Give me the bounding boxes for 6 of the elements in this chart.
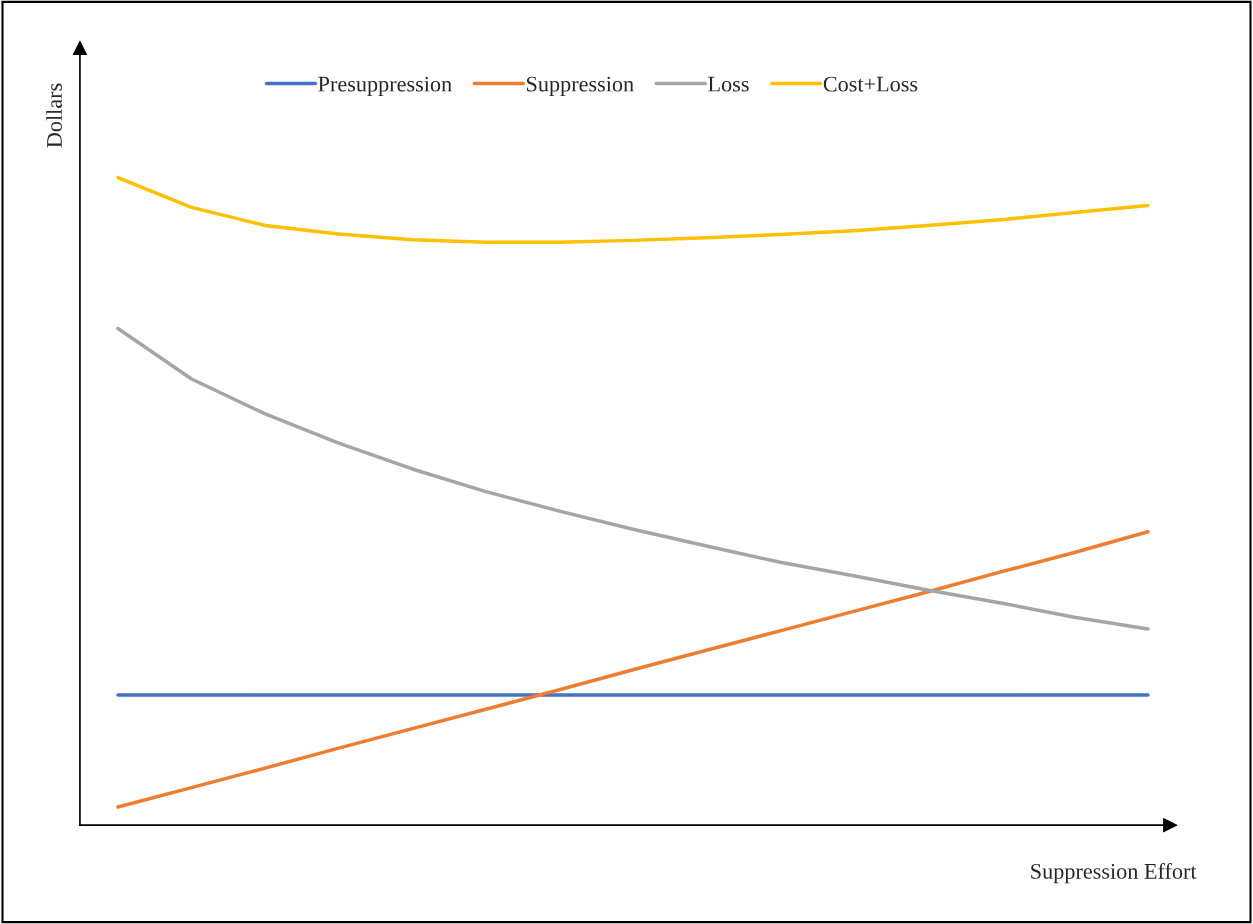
legend-label: Cost+Loss: [823, 76, 918, 92]
x-axis-title: Suppression Effort: [1031, 862, 1197, 884]
legend-label: Presuppression: [318, 76, 452, 97]
legend-label: Loss: [708, 76, 749, 92]
legend-label: Suppression: [527, 76, 634, 97]
y-axis-title: Dollars: [46, 83, 62, 148]
